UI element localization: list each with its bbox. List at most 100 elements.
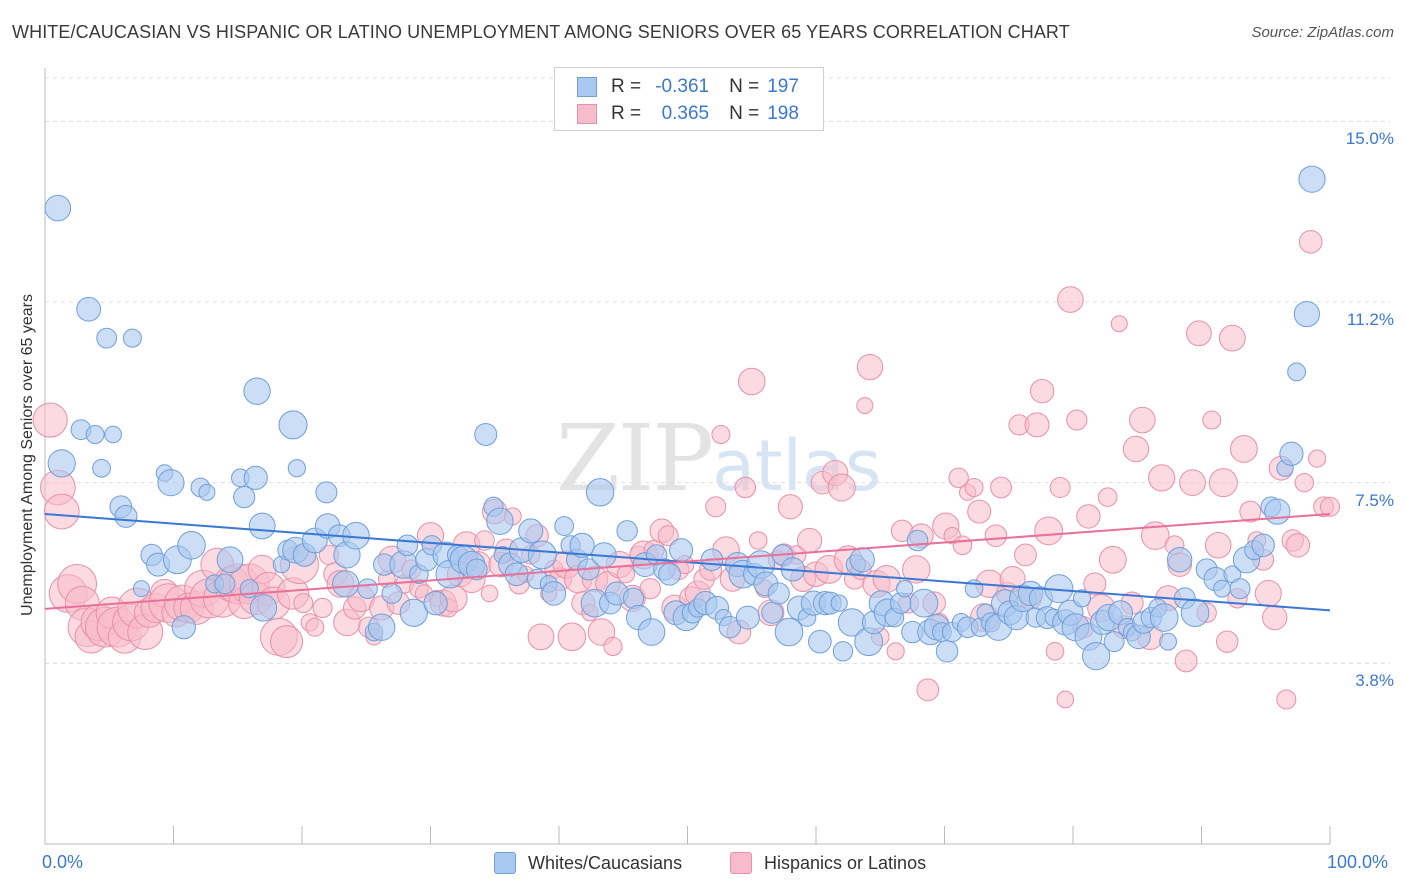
point-hispanics [952, 535, 973, 556]
point-hispanics [1218, 324, 1246, 352]
point-hispanics [856, 397, 874, 415]
bottom-legend-label: Hispanics or Latinos [764, 852, 927, 873]
point-whites [1180, 598, 1210, 628]
point-whites [830, 594, 848, 612]
point-whites [465, 558, 488, 581]
point-hispanics [1254, 579, 1282, 607]
point-whites [1251, 533, 1275, 558]
point-hispanics [1029, 378, 1055, 404]
point-hispanics [1024, 412, 1050, 438]
source-label: Source: ZipAtlas.com [1251, 24, 1394, 41]
point-hispanics [1239, 500, 1262, 523]
point-hispanics [639, 577, 661, 600]
point-hispanics [1148, 464, 1176, 492]
point-whites [1287, 362, 1306, 382]
point-whites [474, 423, 498, 447]
point-whites [44, 194, 72, 222]
point-hispanics [1056, 690, 1075, 709]
watermark-zip: ZIP [556, 405, 714, 512]
point-whites [906, 529, 929, 552]
point-whites [367, 613, 396, 641]
point-whites [92, 458, 111, 478]
point-whites [171, 615, 196, 640]
point-hispanics [1034, 516, 1063, 546]
legend-row-whites: R = -0.361 N = 197 [577, 74, 799, 100]
point-whites [104, 425, 122, 444]
point-hispanics [305, 617, 325, 637]
legend-n-value: 197 [767, 76, 799, 97]
x-tick-label-end: 100.0% [1327, 852, 1389, 872]
legend-n-value: 198 [767, 103, 799, 124]
point-hispanics [616, 565, 635, 584]
point-whites [486, 507, 514, 535]
point-whites [585, 478, 615, 507]
point-whites [423, 590, 448, 616]
point-hispanics [1057, 286, 1084, 313]
y-tick-label: 15.0% [1345, 129, 1394, 149]
point-whites [243, 377, 271, 405]
point-hispanics [1285, 533, 1311, 558]
point-hispanics [964, 477, 984, 497]
point-whites [216, 546, 244, 574]
point-whites [114, 504, 138, 528]
point-hispanics [312, 597, 333, 619]
point-hispanics [657, 525, 679, 547]
bottom-legend-swatch-pink [730, 852, 752, 874]
legend-swatch-blue [577, 77, 597, 97]
point-hispanics [1298, 229, 1323, 254]
point-hispanics [1308, 449, 1327, 468]
point-hispanics [705, 496, 727, 518]
point-whites [735, 605, 760, 630]
point-hispanics [948, 467, 969, 489]
legend-r-value: 0.365 [661, 103, 710, 124]
point-whites [616, 520, 638, 542]
point-whites [96, 327, 118, 349]
legend-row-hispanics: R = 0.365 N = 198 [577, 101, 799, 127]
point-whites [895, 579, 914, 598]
point-whites [569, 532, 595, 558]
point-hispanics [1204, 532, 1232, 559]
point-hispanics [711, 425, 731, 445]
point-hispanics [1098, 545, 1127, 574]
point-hispanics [827, 473, 856, 502]
point-hispanics [796, 527, 823, 554]
point-hispanics [480, 584, 499, 603]
point-whites [808, 629, 832, 654]
point-whites [214, 573, 236, 595]
point-hispanics [1179, 469, 1206, 497]
point-hispanics [1186, 320, 1212, 347]
y-tick-label: 3.8% [1355, 671, 1394, 691]
point-whites [381, 583, 403, 604]
point-whites [832, 641, 854, 662]
point-hispanics [1129, 406, 1156, 434]
point-whites [1213, 579, 1231, 598]
point-hispanics [1097, 487, 1118, 507]
y-tick-label: 7.5% [1355, 490, 1394, 510]
watermark: ZIPatlas [556, 405, 881, 512]
point-whites [243, 465, 268, 490]
point-whites [518, 518, 544, 544]
legend-r-value: -0.361 [655, 76, 710, 97]
point-hispanics [777, 494, 803, 520]
point-whites [249, 594, 278, 622]
point-whites [1103, 631, 1125, 653]
point-hispanics [1174, 649, 1198, 673]
point-whites [541, 581, 567, 606]
point-whites [132, 580, 150, 598]
point-hispanics [990, 476, 1012, 499]
point-hispanics [737, 367, 766, 396]
bottom-legend-label: Whites/Caucasians [528, 852, 683, 873]
point-whites [122, 328, 142, 348]
point-whites [1229, 578, 1251, 600]
point-whites [177, 531, 206, 560]
point-whites [554, 516, 575, 536]
point-hispanics [1276, 689, 1297, 710]
point-whites [1264, 498, 1291, 525]
point-hispanics [270, 625, 304, 659]
point-hispanics [984, 524, 1008, 547]
point-whites [761, 601, 784, 624]
point-whites [357, 578, 378, 599]
point-whites [233, 486, 256, 509]
point-whites [248, 512, 276, 540]
axes [44, 68, 1331, 845]
